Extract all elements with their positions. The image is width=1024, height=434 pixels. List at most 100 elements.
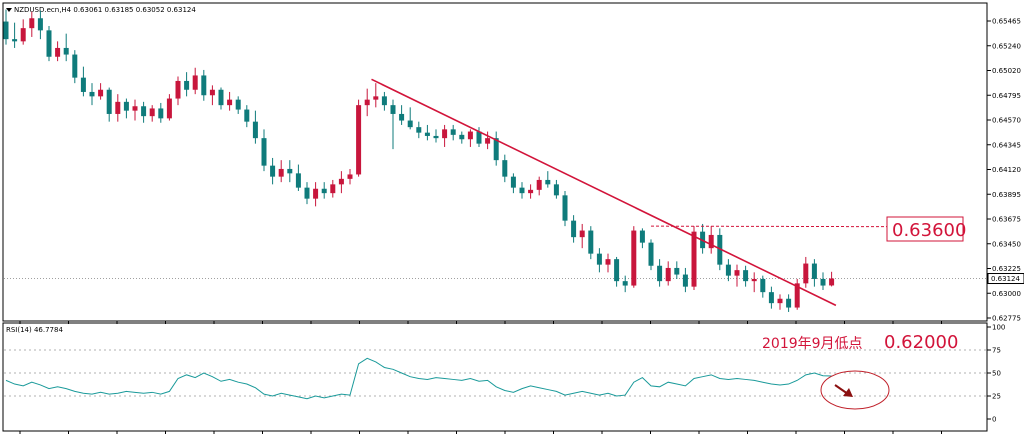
price-tick-label: 0.63895 xyxy=(992,191,1021,199)
candle-body xyxy=(579,230,585,238)
price-tick-label: 0.64795 xyxy=(992,92,1021,100)
candle-body xyxy=(132,106,138,111)
candle-body xyxy=(639,230,645,243)
candle-body xyxy=(416,127,422,133)
candle-body xyxy=(89,91,95,97)
candle-body xyxy=(364,99,370,106)
candle-body xyxy=(476,131,482,144)
price-tick-label: 0.65465 xyxy=(992,18,1021,26)
rsi-tick-label: 75 xyxy=(992,347,1001,355)
rsi-label: RSI(14) 46.7784 xyxy=(6,326,63,334)
candle-body xyxy=(373,96,379,100)
candle-body xyxy=(519,187,525,194)
candle-body xyxy=(321,188,327,194)
candle-body xyxy=(485,138,491,144)
candle-body xyxy=(502,160,508,177)
candle-body xyxy=(338,178,344,185)
candle-body xyxy=(123,101,129,111)
downtrend-line xyxy=(371,78,837,307)
candle-body xyxy=(708,234,714,249)
rsi-tick-label: 100 xyxy=(992,324,1005,332)
candle-body xyxy=(244,109,250,122)
candle-body xyxy=(227,99,233,106)
candle-body xyxy=(622,281,628,286)
candle-body xyxy=(510,176,516,188)
candle-body xyxy=(175,80,181,99)
candle-body xyxy=(786,298,792,308)
candle-body xyxy=(829,278,835,286)
down-arrow-icon xyxy=(834,384,853,397)
candle-body xyxy=(760,278,766,293)
candle-body xyxy=(192,75,198,90)
candle-body xyxy=(29,18,35,29)
candle-body xyxy=(682,274,688,287)
current-price-box xyxy=(987,273,1024,285)
current-price-label: 0.63124 xyxy=(991,275,1020,283)
price-tick-label: 0.65020 xyxy=(992,67,1021,75)
dropdown-triangle-icon[interactable] xyxy=(6,8,12,12)
resistance-line xyxy=(650,225,888,228)
candle-body xyxy=(657,265,663,282)
candle-body xyxy=(235,99,241,110)
candle-body xyxy=(777,298,783,304)
rsi-tick-label: 0 xyxy=(992,416,996,424)
price-tick-label: 0.65240 xyxy=(992,42,1021,50)
candle-body xyxy=(820,278,826,286)
main-panel-frame xyxy=(2,2,988,322)
rsi-line xyxy=(5,357,832,400)
price-tick-label: 0.64345 xyxy=(992,141,1021,149)
candle-body xyxy=(794,283,800,308)
price-tick-label: 0.63225 xyxy=(992,265,1021,273)
candle-body xyxy=(424,132,430,136)
candle-body xyxy=(46,30,52,57)
candle-body xyxy=(278,168,284,177)
candle-body xyxy=(811,263,817,279)
candle-body xyxy=(330,184,336,194)
candle-body xyxy=(80,77,86,92)
candle-body xyxy=(356,105,362,175)
candle-body xyxy=(648,242,654,266)
rsi-tick-label: 50 xyxy=(992,370,1001,378)
candle-body xyxy=(55,47,61,57)
candle-body xyxy=(528,189,534,194)
candle-body xyxy=(287,168,293,174)
symbol-info: NZDUSD.ecn,H4 0.63061 0.63185 0.63052 0.… xyxy=(14,6,196,14)
candle-body xyxy=(304,187,310,199)
resistance-value-box xyxy=(886,216,964,242)
candle-body xyxy=(270,165,276,177)
candle-body xyxy=(467,131,473,140)
candle-body xyxy=(98,89,104,97)
candle-body xyxy=(545,179,551,185)
candle-body xyxy=(725,264,731,276)
low-value-label: 0.62000 xyxy=(884,332,958,353)
candle-body xyxy=(433,135,439,139)
rsi-highlight-ellipse xyxy=(820,370,890,410)
rsi-levels xyxy=(4,349,987,397)
candle-body xyxy=(631,230,637,286)
candle-body xyxy=(209,89,215,96)
price-tick-label: 0.62775 xyxy=(992,315,1021,323)
candle-body xyxy=(141,106,147,117)
candle-body xyxy=(184,80,190,90)
candle-body xyxy=(717,234,723,265)
candle-body xyxy=(261,138,267,166)
candle-body xyxy=(751,278,757,282)
candle-body xyxy=(674,267,680,275)
candle-body xyxy=(665,267,671,282)
price-tick-label: 0.64570 xyxy=(992,117,1021,125)
candle-body xyxy=(252,121,258,139)
candle-body xyxy=(734,270,740,276)
candle-body xyxy=(442,129,448,139)
candle-body xyxy=(596,253,602,265)
price-axis: 0.65465 0.65240 0.65020 0.64795 0.64570 0.643… xyxy=(987,18,1021,323)
candle-body xyxy=(562,195,568,221)
candle-body xyxy=(3,21,9,40)
candle-body xyxy=(106,89,112,114)
candle-body xyxy=(37,18,43,31)
candle-body xyxy=(605,259,611,265)
candle-body xyxy=(691,231,697,287)
candle-body xyxy=(450,129,456,135)
candle-body xyxy=(588,230,594,254)
candle-body xyxy=(407,120,413,128)
